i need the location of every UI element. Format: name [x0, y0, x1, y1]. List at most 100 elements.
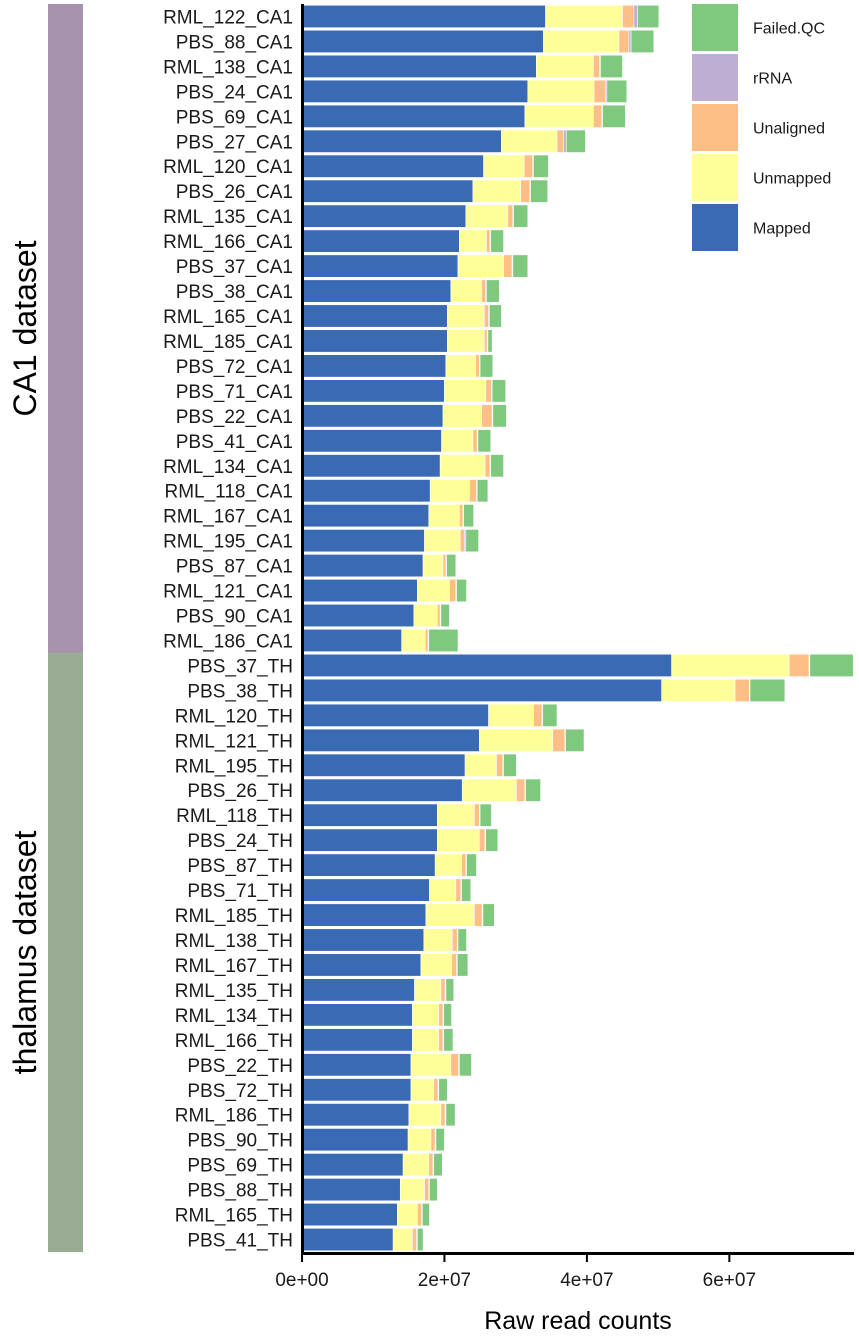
bar-unaligned-pbs-37-ca1: [503, 254, 513, 278]
bar-mapped-rml-165-ca1: [301, 304, 448, 328]
bar-unmapped-pbs-26-ca1: [472, 179, 521, 203]
bar-unaligned-pbs-72-th: [433, 1078, 439, 1102]
bar-mapped-pbs-69-ca1: [301, 104, 526, 128]
bar-failed-qc-pbs-24-th: [485, 828, 499, 852]
category-label: RML_165_CA1: [163, 307, 293, 328]
bar-mapped-pbs-90-th: [301, 1128, 409, 1152]
bar-unaligned-rml-166-ca1: [486, 229, 491, 253]
category-label: PBS_37_CA1: [176, 257, 293, 278]
bar-unaligned-rml-165-ca1: [484, 304, 489, 328]
category-label: PBS_72_CA1: [176, 357, 293, 378]
bar-failed-qc-pbs-88-ca1: [630, 29, 655, 53]
bar-mapped-pbs-41-ca1: [301, 429, 442, 453]
bar-failed-qc-rml-138-th: [457, 928, 467, 952]
bar-failed-qc-pbs-27-ca1: [565, 129, 586, 153]
bar-unaligned-pbs-88-ca1: [618, 29, 630, 53]
bar-unmapped-rml-165-ca1: [446, 304, 485, 328]
category-label: PBS_69_TH: [187, 1156, 293, 1177]
group-labels: CA1 dataset thalamus dataset: [7, 240, 43, 1074]
bar-failed-qc-rml-166-th: [443, 1028, 454, 1052]
legend-swatch-unaligned: [692, 104, 738, 151]
category-label: RML_167_CA1: [163, 507, 293, 528]
category-label: RML_165_TH: [175, 1206, 293, 1227]
category-label: RML_195_CA1: [163, 532, 293, 553]
category-label: RML_120_TH: [175, 706, 293, 727]
bar-unaligned-rml-134-th: [438, 1003, 444, 1027]
bar-failed-qc-pbs-69-th: [433, 1153, 443, 1177]
bar-unmapped-pbs-38-ca1: [450, 279, 482, 303]
bar-unaligned-pbs-24-ca1: [593, 79, 606, 103]
category-label: PBS_24_CA1: [176, 82, 293, 103]
bar-mapped-rml-122-ca1: [301, 4, 546, 29]
bar-failed-qc-rml-134-ca1: [490, 454, 504, 478]
bar-unaligned-rml-121-th: [552, 728, 566, 752]
bar-unaligned-pbs-41-ca1: [472, 429, 478, 453]
bar-unmapped-rml-186-ca1: [401, 628, 426, 653]
bar-mapped-rml-138-th: [301, 928, 425, 952]
bar-failed-qc-pbs-90-th: [435, 1128, 445, 1152]
bar-unmapped-rml-186-th: [408, 1103, 442, 1127]
category-label: PBS_41_TH: [187, 1231, 293, 1252]
bar-mapped-rml-167-th: [301, 953, 422, 977]
bar-unaligned-pbs-41-th: [412, 1227, 417, 1252]
group-color-bars: [48, 4, 83, 1252]
bar-unaligned-rml-167-ca1: [459, 504, 464, 528]
bar-mapped-rml-138-ca1: [301, 54, 537, 78]
bar-mapped-rml-134-ca1: [301, 454, 441, 478]
bar-failed-qc-rml-186-th: [445, 1103, 456, 1127]
category-label: RML_138_CA1: [163, 57, 293, 78]
bar-mapped-pbs-26-th: [301, 778, 463, 802]
group-label-ca1-dataset: CA1 dataset: [7, 240, 43, 416]
legend-label-rrna: rRNA: [753, 71, 792, 88]
bar-failed-qc-rml-195-th: [503, 753, 517, 777]
bar-unaligned-rml-135-ca1: [507, 204, 514, 228]
x-tick-label: 4e+07: [560, 1270, 613, 1291]
bar-unmapped-rml-166-th: [412, 1028, 440, 1052]
bar-unmapped-rml-138-th: [423, 928, 453, 952]
category-label: PBS_41_CA1: [176, 432, 293, 453]
bar-unaligned-rml-138-ca1: [593, 54, 601, 78]
x-axis-title: Raw read counts: [484, 1307, 672, 1335]
bar-unaligned-pbs-71-th: [455, 878, 462, 902]
category-label: PBS_88_TH: [187, 1181, 293, 1202]
bar-unmapped-pbs-26-th: [461, 778, 517, 802]
bar-unmapped-pbs-24-th: [437, 828, 480, 852]
bar-mapped-pbs-69-th: [301, 1153, 404, 1177]
bar-unaligned-pbs-26-th: [516, 778, 526, 802]
legend-label-mapped: Mapped: [753, 221, 811, 238]
category-label: RML_135_TH: [175, 981, 293, 1002]
bar-unaligned-rml-166-th: [438, 1028, 444, 1052]
bar-failed-qc-rml-185-ca1: [487, 329, 493, 353]
bar-mapped-rml-166-ca1: [301, 229, 460, 253]
bar-unaligned-rml-165-th: [417, 1203, 422, 1227]
bar-unmapped-rml-135-ca1: [465, 204, 509, 228]
bar-failed-qc-pbs-90-ca1: [440, 603, 450, 628]
bar-unaligned-rml-167-th: [451, 953, 457, 977]
bar-unaligned-rml-185-th: [474, 903, 483, 927]
bar-unmapped-pbs-90-ca1: [413, 603, 438, 628]
category-label: PBS_69_CA1: [176, 107, 293, 128]
category-label: RML_166_CA1: [163, 232, 293, 253]
category-label: RML_121_TH: [175, 731, 293, 752]
bar-failed-qc-pbs-26-ca1: [530, 179, 549, 203]
bar-failed-qc-rml-167-ca1: [463, 504, 474, 528]
bar-unmapped-pbs-72-th: [410, 1078, 435, 1102]
category-label: RML_122_CA1: [163, 7, 293, 28]
bar-failed-qc-rml-167-th: [456, 953, 469, 977]
bar-failed-qc-rml-120-th: [542, 703, 558, 727]
bar-unaligned-rml-118-ca1: [469, 479, 477, 503]
legend-swatch-failed-qc: [692, 4, 738, 51]
bar-unmapped-pbs-37-ca1: [457, 254, 504, 278]
bar-unaligned-rml-138-th: [451, 928, 458, 952]
bar-unmapped-pbs-22-ca1: [442, 404, 482, 428]
bar-unaligned-rml-195-ca1: [459, 529, 465, 553]
bar-unaligned-rml-118-th: [474, 803, 480, 827]
group-label-thalamus-dataset: thalamus dataset: [7, 831, 43, 1075]
bar-mapped-pbs-27-ca1: [301, 129, 502, 153]
bar-failed-qc-pbs-69-ca1: [602, 104, 626, 128]
bar-unaligned-rml-120-ca1: [523, 154, 534, 178]
category-label: PBS_87_TH: [187, 856, 293, 877]
bar-unmapped-pbs-71-ca1: [444, 379, 487, 403]
bar-unmapped-pbs-41-th: [392, 1227, 413, 1252]
